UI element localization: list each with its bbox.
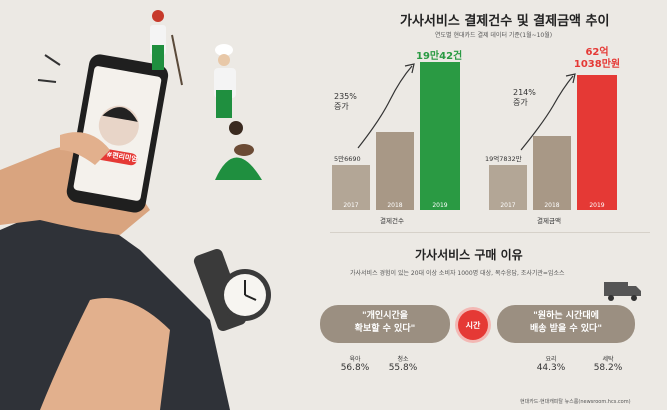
divider <box>330 232 650 233</box>
stat-childcare: 육아 56.8% <box>340 356 370 373</box>
reasons-subtitle: 가사서비스 경험이 있는 20대 이상 소비자 1000명 대상, 복수응답, … <box>350 270 565 277</box>
value-label-2017: 5만6690 <box>334 155 361 163</box>
chart-caption: 결제건수 <box>380 217 404 225</box>
chart-caption: 결제금액 <box>537 217 561 225</box>
time-badge <box>458 310 488 340</box>
bar-2017 <box>332 165 370 210</box>
year-label: 2019 <box>589 202 605 209</box>
footer-credit: 현대카드·현대캐피탈 뉴스룸(newsroom.hcs.com) <box>520 399 631 405</box>
value-label-2017: 19억7832만 <box>485 155 522 163</box>
chart-amount: 2017 2018 2019 19억7832만 62억 1038만원 214% … <box>485 40 625 225</box>
growth-arrow <box>520 73 576 151</box>
year-label: 2018 <box>544 202 560 209</box>
value-label-2019: 62억 1038만원 <box>573 47 621 70</box>
year-label: 2017 <box>343 202 359 209</box>
bar-2019 <box>420 62 460 210</box>
time-badge-label: 시간 <box>465 321 481 330</box>
chef-figures <box>150 10 262 180</box>
stat-cleaning: 청소 55.8% <box>388 356 418 373</box>
year-label: 2017 <box>500 202 516 209</box>
stat-cooking: 요리 44.3% <box>536 356 566 373</box>
reason-bubble-delivery-time: "원하는 시간대에 배송 받을 수 있다" <box>497 305 635 343</box>
phone <box>66 54 169 213</box>
page-subtitle: 연도별 현대카드 결제 데이터 기준(1월~10월) <box>435 32 553 39</box>
growth-pct: 235% 증가 <box>334 92 357 111</box>
truck-icon <box>604 282 641 301</box>
bar-2017 <box>489 165 527 210</box>
year-label: 2018 <box>387 202 403 209</box>
value-label-2019: 19만42건 <box>416 51 463 62</box>
bar-2018 <box>533 136 571 210</box>
illustration <box>0 10 271 410</box>
chart-count: 2017 2018 2019 5만6690 19만42건 235% 증가 결제건… <box>330 40 470 225</box>
stat-laundry: 세탁 58.2% <box>593 356 623 373</box>
page-title: 가사서비스 결제건수 및 결제금액 추이 <box>400 14 610 29</box>
growth-pct: 214% 증가 <box>513 88 536 107</box>
year-label: 2019 <box>432 202 448 209</box>
reasons-title: 가사서비스 구매 이유 <box>415 248 523 262</box>
reason-bubble-personal-time: "개인시간을 확보할 수 있다" <box>320 305 450 343</box>
growth-arrow <box>357 63 415 149</box>
bar-2018 <box>376 132 414 210</box>
watch-icon <box>193 248 271 332</box>
bar-2019 <box>577 75 617 210</box>
